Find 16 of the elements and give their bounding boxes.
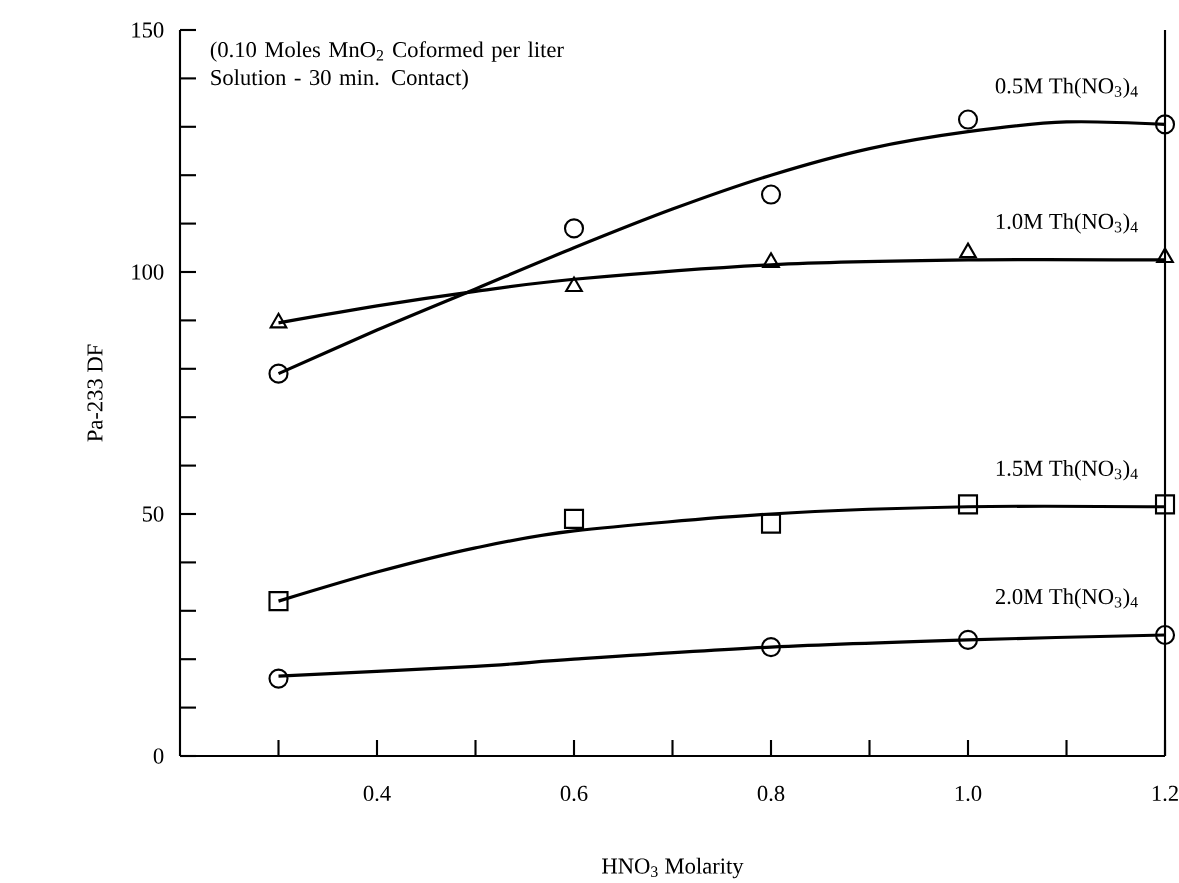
y-tick-label: 50 [142,506,164,522]
annotation: (0.10 Moles MnO$_{2}$ Coformed per liter Solution - 30 min. Contact) [210,41,564,90]
series-label: 0.5M Th(NO$_{3}$)$_{4}$ [995,77,1138,99]
x-tick-label: 0.4 [363,785,391,802]
y-tick-label: 100 [132,264,164,280]
series-label: 2.0M Th(NO$_{3}$)$_{4}$ [995,588,1138,609]
y-axis-title: Pa-233 DF [87,344,103,442]
x-tick-label: 0.6 [560,785,588,802]
series-label: 1.0M Th(NO$_{3}$)$_{4}$ [996,213,1138,234]
x-tick-label: 1.2 [1152,785,1178,802]
x-axis-title: HNO$_{3}$ Molarity [602,857,744,879]
y-tick-label: 0 [153,748,164,764]
x-tick-label: 1.0 [955,785,982,802]
series-label: 1.5M Th(NO$_{3}$)$_{4}$ [996,460,1138,481]
x-tick-label: 0.8 [757,785,785,802]
y-tick-label: 150 [132,22,164,38]
